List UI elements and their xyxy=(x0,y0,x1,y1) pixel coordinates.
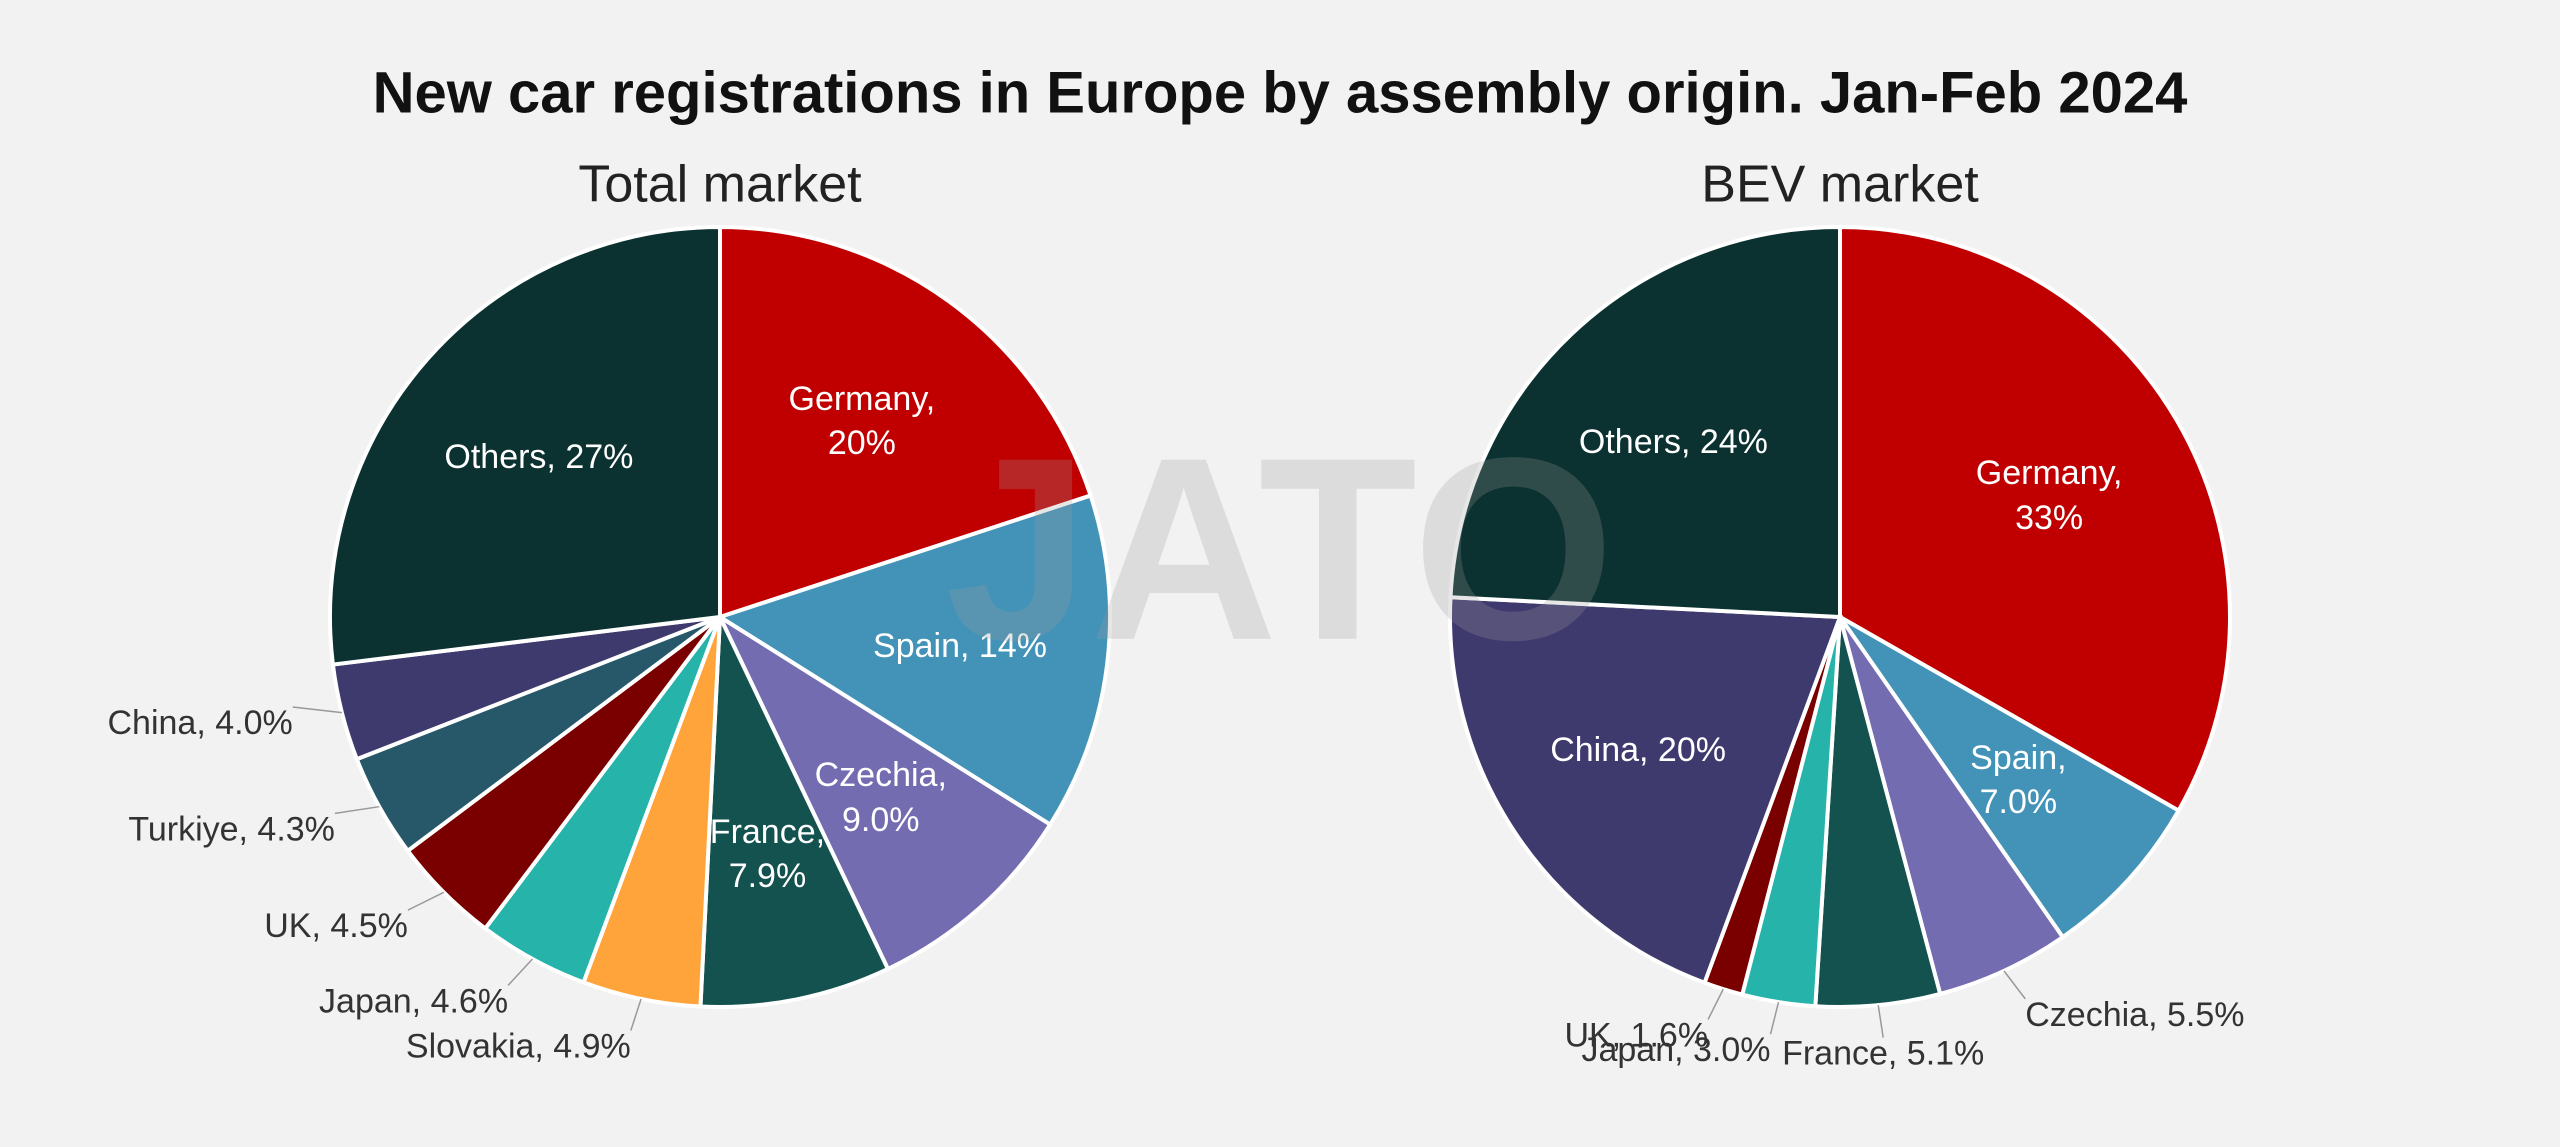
leader-line xyxy=(507,958,534,986)
slice-label: Germany, 20% xyxy=(788,380,936,463)
slice-label: Spain, 7.0% xyxy=(1970,739,2067,822)
slice-label-text: Others, 27% xyxy=(444,437,634,476)
leader-line xyxy=(407,891,445,911)
slice-label: Germany, 33% xyxy=(1975,454,2123,537)
slice-label: Japan, 4.6% xyxy=(319,982,508,1020)
chart-title: Total market xyxy=(578,156,862,214)
slice-label-text: Czechia, 9.0% xyxy=(814,756,947,839)
slice-label-text: France, 7.9% xyxy=(709,812,826,896)
pie-slice xyxy=(1838,615,2066,997)
slice-label: China, 20% xyxy=(1550,730,1726,769)
pie-slice xyxy=(1838,615,2182,940)
slice-label: UK, 1.6% xyxy=(1564,1016,1708,1054)
pie-slice xyxy=(715,493,1112,828)
slice-label: France, 7.9% xyxy=(709,812,826,896)
slice-label: Czechia, 5.5% xyxy=(2025,996,2244,1034)
slice-label-text: Spain, 14% xyxy=(873,627,1047,666)
leader-line xyxy=(334,805,380,815)
slice-label: Japan, 3.0% xyxy=(1581,1031,1770,1069)
slice-label: Spain, 14% xyxy=(873,627,1047,666)
slice-label: France, 5.1% xyxy=(1782,1035,1984,1073)
slice-label-text: Germany, 20% xyxy=(788,380,936,463)
slice-label: Czechia, 9.0% xyxy=(814,756,947,839)
slice-label: Slovakia, 4.9% xyxy=(406,1028,631,1066)
page-title: New car registrations in Europe by assem… xyxy=(373,60,2188,125)
chart-title: BEV market xyxy=(1701,156,1979,214)
slice-label-text: Germany, 33% xyxy=(1975,454,2123,537)
slice-label-text: China, 20% xyxy=(1550,730,1726,769)
pie-slice xyxy=(1838,224,2232,814)
leader-line xyxy=(1707,988,1724,1020)
leader-line xyxy=(1877,1005,1884,1038)
leader-line xyxy=(2003,970,2026,1000)
slice-label: Turkiye, 4.3% xyxy=(128,810,335,848)
slice-label: Others, 24% xyxy=(1578,422,1768,461)
slice-label-text: Spain, 7.0% xyxy=(1970,739,2067,822)
slice-label-text: Others, 24% xyxy=(1578,422,1768,461)
slice-label: China, 4.0% xyxy=(108,704,293,742)
leader-line xyxy=(630,998,642,1031)
watermark: JATO xyxy=(945,405,1614,695)
leader-line xyxy=(1769,1001,1780,1035)
pie-slice xyxy=(1448,224,1842,620)
charts: Total market Germany, 20% Spain, 14% Czechi… xyxy=(108,156,2245,1073)
leader-line xyxy=(292,706,342,714)
pie-slice xyxy=(328,224,722,667)
pie-slice xyxy=(1448,595,1843,986)
slice-label: Others, 27% xyxy=(444,437,634,476)
slice-label: UK, 4.5% xyxy=(264,907,408,945)
pie-slice xyxy=(715,611,1053,972)
pie-slice xyxy=(718,224,1094,620)
pie-slice xyxy=(698,616,891,1009)
